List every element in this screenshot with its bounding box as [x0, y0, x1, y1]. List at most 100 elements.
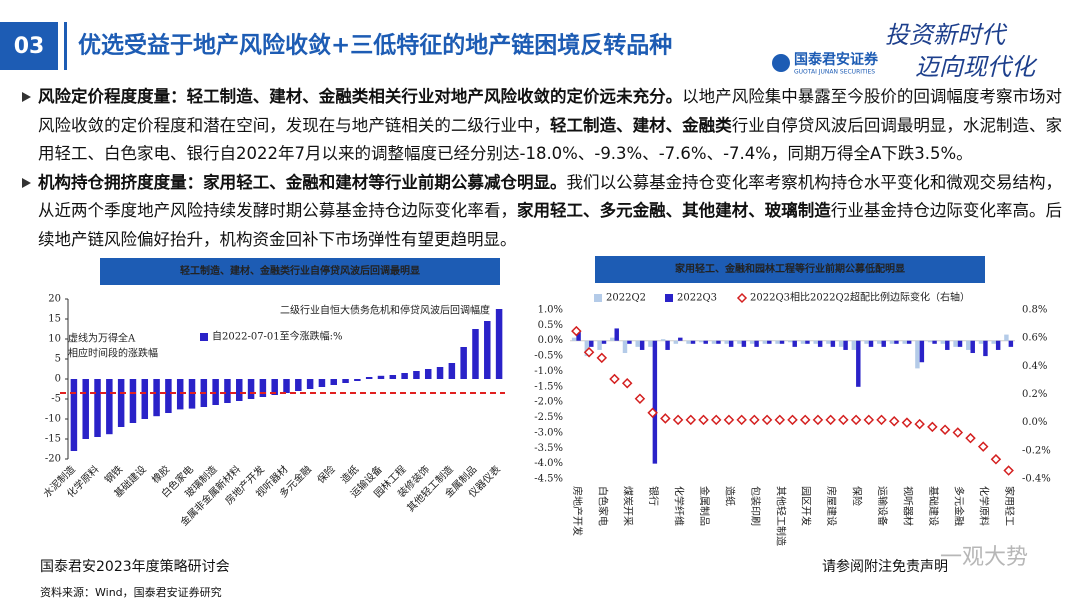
bar [318, 379, 326, 387]
bar [635, 340, 640, 347]
bar [614, 328, 619, 341]
legend-label: 2022Q2 [606, 293, 646, 304]
bar [953, 340, 958, 347]
diamond-marker [723, 414, 735, 426]
bar [868, 340, 874, 347]
y-tick-label: -3.5% [534, 443, 563, 454]
bar [413, 371, 420, 379]
y2-tick-label: 0.8% [1022, 305, 1047, 316]
bar [247, 379, 255, 399]
bar [779, 340, 785, 344]
y-tick-label: -4.0% [534, 458, 563, 469]
diamond-marker [583, 346, 595, 358]
y-tick-label: -0.5% [534, 351, 563, 362]
bar [906, 340, 912, 344]
bar [627, 340, 632, 344]
x-tick-label: 保险 [314, 463, 337, 486]
bar [775, 340, 780, 344]
slogan-line: 迈向现代化 [915, 53, 1038, 81]
x-tick-label: 化学原料 [978, 486, 991, 526]
bar [295, 379, 302, 391]
logo-cn: 国泰君安证券 [794, 51, 879, 68]
bar [165, 379, 172, 413]
diamond-marker [812, 414, 824, 426]
legend-label: 自2022-07-01至今涨跌幅:% [212, 330, 343, 343]
x-tick-label: 金属制品 [698, 486, 711, 526]
text: 我们以公募基金持仓变化率考察机构持仓水平变化和微观交易结构，从近两个季度地产风险… [38, 172, 1063, 221]
bar [678, 337, 683, 341]
bar [830, 340, 836, 347]
diamond-marker [787, 414, 798, 426]
bar [460, 347, 467, 379]
bar [660, 339, 666, 341]
bar [401, 373, 408, 379]
diamond-marker [952, 427, 964, 438]
bar [271, 379, 278, 395]
bar [176, 379, 184, 410]
annotation: 相应时间段的涨跌幅 [68, 347, 158, 360]
bold-text: 家用轻工、多元金融、其他建材、玻璃制造 [516, 201, 831, 220]
y-tick-label: 0.0% [538, 335, 563, 346]
y-tick-label: -2.5% [534, 412, 563, 423]
y-tick-label: 5 [55, 354, 61, 365]
y-tick-label: -3.0% [534, 427, 563, 438]
y-tick-label: 20 [48, 294, 61, 305]
bar [788, 340, 793, 343]
bar [940, 340, 946, 344]
bar [639, 340, 645, 350]
bar [902, 340, 907, 344]
diamond-marker [698, 414, 709, 426]
x-tick-label: 多元金融 [952, 486, 965, 526]
bar [851, 340, 857, 350]
diamond-marker [838, 414, 849, 426]
bullet-paragraph: 风险定价程度度量：轻工制造、建材、金融类相关行业对地产风险收敛的定价远未充分。以… [22, 83, 1062, 169]
diamond-marker [609, 373, 620, 385]
y-tick-label: 0.5% [538, 320, 563, 331]
footer-event: 国泰君安2023年度策略研讨会 [40, 558, 230, 575]
bar [737, 340, 742, 344]
bar [754, 340, 759, 347]
section-number: 03 [14, 34, 45, 59]
bar [117, 379, 125, 427]
y-tick-label: 0 [55, 374, 61, 385]
bar [436, 367, 444, 379]
bar [983, 340, 988, 357]
bar [330, 379, 337, 385]
bar [584, 340, 590, 357]
bar [800, 340, 806, 344]
bar [741, 340, 747, 347]
y-tick-label: 1.0% [538, 305, 563, 316]
diamond-marker [901, 417, 913, 428]
diamond-marker [927, 421, 938, 433]
annotation: 虚线为万得全A [68, 332, 136, 345]
bar [354, 379, 361, 381]
slide-title: 优选受益于地产风险收敛+三低特征的地产链困境反转品种 [78, 32, 672, 59]
text: 以地产风险集中暴露至今股价的回调幅度考察市场对风险收敛的定价程度和潜在空间，发现… [38, 87, 1063, 135]
y-tick-label: -2.0% [534, 397, 563, 408]
y-tick-label: -10 [45, 414, 61, 425]
diamond-marker [685, 414, 697, 426]
bold-text: 机构持仓拥挤度度量：家用轻工、金融和建材等行业前期公募减仓明显。 [38, 172, 567, 192]
x-tick-label: 房地产开发 [571, 486, 584, 536]
bar [106, 379, 113, 435]
bar [927, 340, 933, 343]
legend-marker [594, 294, 602, 302]
y-tick-label: -20 [45, 454, 61, 465]
bar [945, 340, 950, 350]
bar [129, 379, 137, 423]
diamond-marker [761, 414, 773, 426]
diamond-marker [647, 407, 658, 419]
x-tick-label: 基础建设 [927, 486, 940, 526]
diamond-marker [977, 441, 989, 452]
diamond-marker [634, 393, 646, 404]
bar [597, 340, 602, 350]
chart-title: 家用轻工、金融和园林工程等行业前期公募低配明显 [675, 262, 905, 275]
x-tick-label: 煤炭开采 [622, 486, 635, 526]
legend-marker [736, 292, 748, 304]
y2-tick-label: -0.2% [1022, 445, 1051, 456]
bar [767, 340, 772, 344]
bar [141, 379, 149, 419]
bar [826, 340, 831, 344]
bar [762, 340, 768, 344]
